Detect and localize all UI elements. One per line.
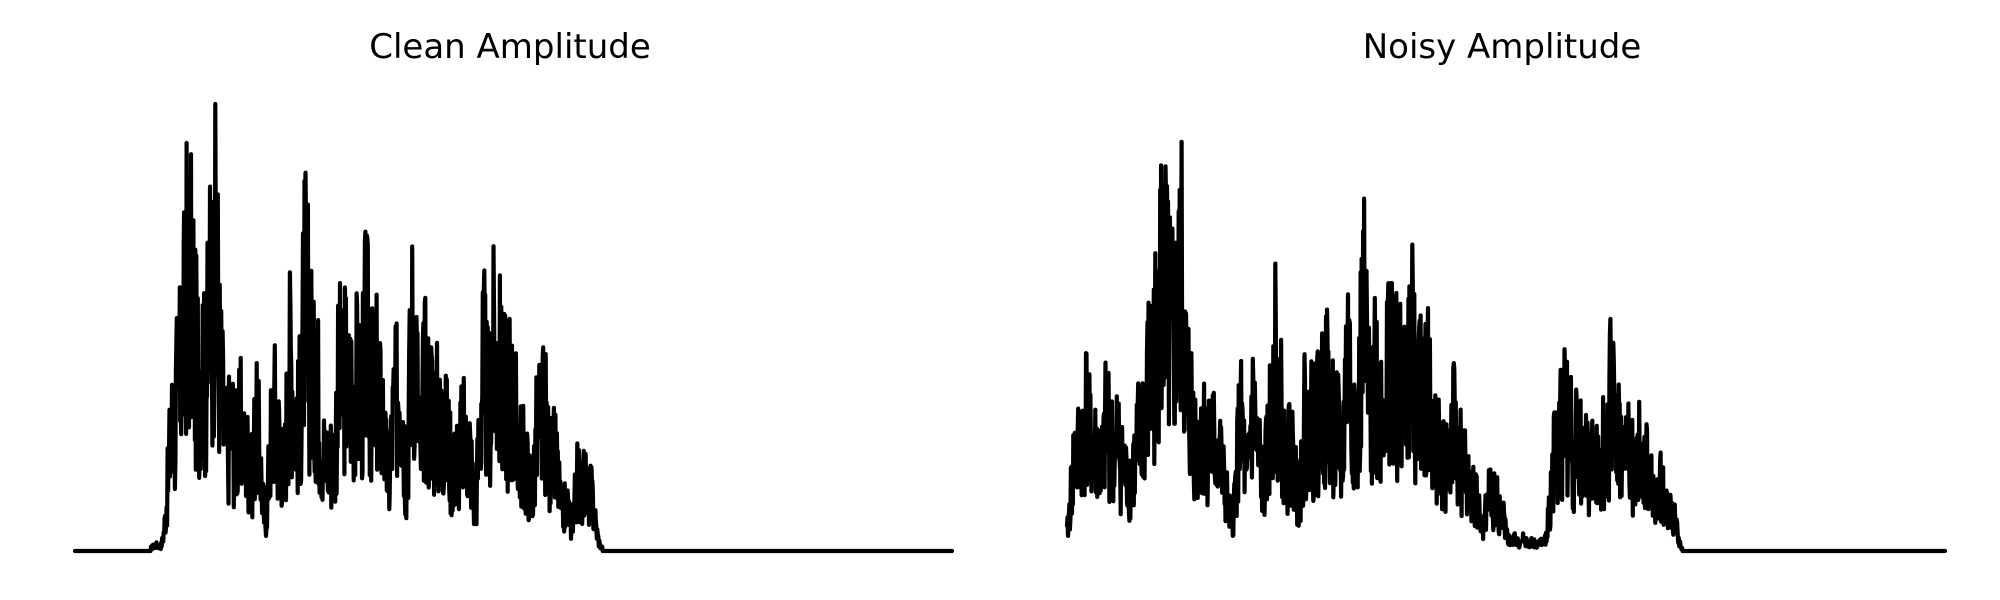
clean-amplitude-plot <box>72 101 955 554</box>
clean-amplitude-line <box>72 101 955 554</box>
noisy-amplitude-plot <box>1064 139 1948 554</box>
noisy-amplitude-line <box>1064 139 1948 554</box>
chart-title-clean: Clean Amplitude <box>369 27 651 67</box>
chart-title-noisy: Noisy Amplitude <box>1363 27 1642 67</box>
